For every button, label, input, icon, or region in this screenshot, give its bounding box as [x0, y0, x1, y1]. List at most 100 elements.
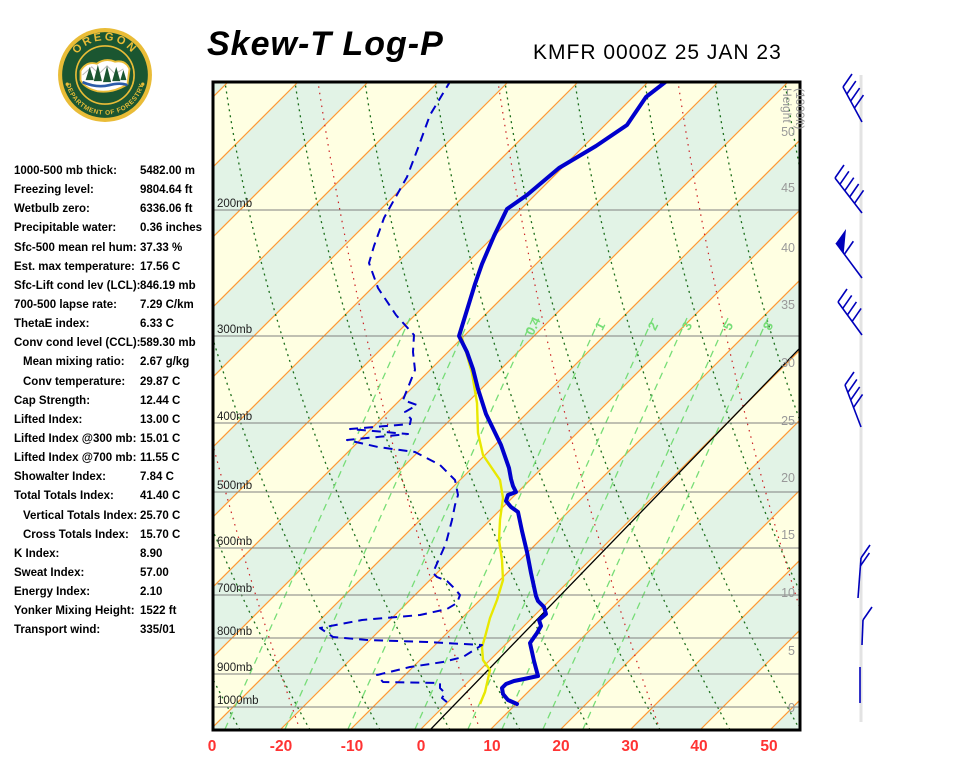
- height-tick-label: 40: [781, 241, 795, 255]
- index-row: Est. max temperature: 17.56 C: [14, 261, 219, 280]
- logo-star-left: [66, 83, 69, 86]
- odf-logo: OREGON DEPARTMENT OF FORESTRY: [56, 26, 154, 124]
- moist-adiabat-line: [858, 82, 960, 730]
- height-tick-label: 25: [781, 414, 795, 428]
- height-tick-label: 0: [788, 701, 795, 715]
- index-value: 335/01: [140, 624, 175, 636]
- index-row: Conv cond level (CCL):589.30 mb: [14, 337, 219, 356]
- background-band: [840, 82, 960, 730]
- temp-tick-label: 20: [552, 738, 569, 755]
- index-label: Mean mixing ratio:: [14, 356, 125, 368]
- logo-star-right: [141, 83, 144, 86]
- index-label: Wetbulb zero:: [14, 203, 90, 215]
- index-label: Showalter Index:: [14, 471, 106, 483]
- temp-tick-label: 0: [208, 738, 217, 755]
- index-value: 37.33 %: [140, 242, 182, 254]
- index-label: Est. max temperature:: [14, 261, 135, 273]
- index-row: Conv temperature: 29.87 C: [14, 376, 219, 395]
- index-row: Wetbulb zero:6336.06 ft: [14, 203, 219, 222]
- index-row: 700-500 lapse rate: 7.29 C/km: [14, 299, 219, 318]
- index-label: Energy Index:: [14, 586, 90, 598]
- height-tick-label: 10: [781, 586, 795, 600]
- dry-adiabat-line: [855, 82, 960, 730]
- temp-tick-label: 30: [621, 738, 638, 755]
- pressure-label: 200mb: [217, 198, 252, 210]
- index-row: 1000-500 mb thick: 5482.00 m: [14, 165, 219, 184]
- index-value: 57.00: [140, 567, 169, 579]
- index-label: Transport wind:: [14, 624, 100, 636]
- index-row: ThetaE index:6.33 C: [14, 318, 219, 337]
- dry-adiabat-line: [925, 82, 960, 730]
- height-tick-label: 30: [781, 356, 795, 370]
- index-label: Conv temperature:: [14, 376, 125, 388]
- station-datetime: KMFR 0000Z 25 JAN 23: [533, 41, 782, 65]
- wind-barb: [838, 289, 862, 335]
- temp-tick-label: 10: [483, 738, 500, 755]
- height-tick-label: 50: [781, 125, 795, 139]
- index-label: Lifted Index:: [14, 414, 82, 426]
- index-label: Sfc-500 mean rel hum:: [14, 242, 137, 254]
- index-row: Cap Strength:12.44 C: [14, 395, 219, 414]
- index-label: Vertical Totals Index:: [14, 510, 137, 522]
- index-label: Lifted Index @300 mb:: [14, 433, 136, 445]
- isotherm-line: [840, 82, 960, 730]
- index-value: 17.56 C: [140, 261, 180, 273]
- index-value: 0.36 inches: [140, 222, 202, 234]
- index-row: K Index: 8.90: [14, 548, 219, 567]
- index-value: 41.40 C: [140, 490, 180, 502]
- index-value: 11.55 C: [140, 452, 180, 464]
- index-value: 5482.00 m: [140, 165, 195, 177]
- index-value: 2.10: [140, 586, 162, 598]
- index-row: Yonker Mixing Height:1522 ft: [14, 605, 219, 624]
- index-row: Freezing level:9804.64 ft: [14, 184, 219, 203]
- pressure-label: 1000mb: [217, 695, 259, 707]
- index-value: 846.19 mb: [140, 280, 196, 292]
- index-value: 15.70 C: [140, 529, 180, 541]
- temp-tick-label: 50: [760, 738, 777, 755]
- index-label: Precipitable water:: [14, 222, 116, 234]
- height-axis-title: Height: [780, 88, 794, 123]
- index-row: Lifted Index @700 mb:11.55 C: [14, 452, 219, 471]
- index-row: Vertical Totals Index:25.70 C: [14, 510, 219, 529]
- index-row: Sweat Index:57.00: [14, 567, 219, 586]
- index-row: Lifted Index @300 mb:15.01 C: [14, 433, 219, 452]
- index-value: 1522 ft: [140, 605, 176, 617]
- index-value: 9804.64 ft: [140, 184, 192, 196]
- index-row: Sfc-500 mean rel hum:37.33 %: [14, 242, 219, 261]
- pressure-label: 500mb: [217, 480, 252, 492]
- index-value: 589.30 mb: [140, 337, 196, 349]
- index-label: 1000-500 mb thick:: [14, 165, 117, 177]
- indices-panel: 1000-500 mb thick: 5482.00 m Freezing leve…: [14, 165, 219, 644]
- index-row: Sfc-Lift cond lev (LCL):846.19 mb: [14, 280, 219, 299]
- page-title: Skew-T Log-P: [207, 25, 444, 64]
- index-label: 700-500 lapse rate:: [14, 299, 117, 311]
- index-value: 12.44 C: [140, 395, 180, 407]
- index-row: Precipitable water: 0.36 inches: [14, 222, 219, 241]
- temp-tick-label: -20: [270, 738, 292, 755]
- index-value: 7.84 C: [140, 471, 174, 483]
- index-label: ThetaE index:: [14, 318, 89, 330]
- wind-barb: [836, 229, 862, 278]
- height-tick-label: 20: [781, 471, 795, 485]
- height-tick-label: 15: [781, 528, 795, 542]
- height-tick-label: 5: [788, 644, 795, 658]
- index-label: Conv cond level (CCL):: [14, 337, 141, 349]
- pressure-label: 900mb: [217, 662, 252, 674]
- index-value: 29.87 C: [140, 376, 180, 388]
- pressure-label: 700mb: [217, 583, 252, 595]
- pressure-label: 600mb: [217, 536, 252, 548]
- index-label: Sfc-Lift cond lev (LCL):: [14, 280, 141, 292]
- index-label: K Index:: [14, 548, 59, 560]
- index-row: Energy Index: 2.10: [14, 586, 219, 605]
- index-value: 8.90: [140, 548, 162, 560]
- index-value: 25.70 C: [140, 510, 180, 522]
- temp-tick-label: -10: [341, 738, 363, 755]
- dry-adiabat-line: [785, 82, 960, 730]
- index-value: 2.67 g/kg: [140, 356, 189, 368]
- index-value: 7.29 C/km: [140, 299, 194, 311]
- index-row: Transport wind: 335/01: [14, 624, 219, 643]
- pressure-label: 300mb: [217, 324, 252, 336]
- index-row: Cross Totals Index: 15.70 C: [14, 529, 219, 548]
- index-label: Cross Totals Index:: [14, 529, 129, 541]
- height-tick-label: 45: [781, 181, 795, 195]
